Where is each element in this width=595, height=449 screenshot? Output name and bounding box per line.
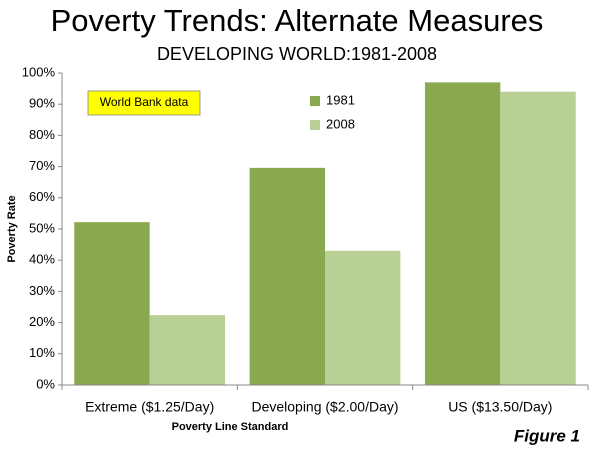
y-tick-label: 50% [29, 220, 55, 235]
bar [149, 315, 226, 385]
chart-subtitle: DEVELOPING WORLD:1981-2008 [157, 44, 437, 64]
y-tick-label: 20% [29, 314, 55, 329]
y-tick-label: 30% [29, 283, 55, 298]
y-tick-label: 100% [22, 64, 56, 79]
bar [325, 250, 401, 385]
y-tick-label: 90% [29, 96, 55, 111]
x-tick-label: Developing ($2.00/Day) [251, 399, 398, 415]
y-tick-label: 70% [29, 158, 55, 173]
y-axis-title: Poverty Rate [6, 195, 18, 262]
y-tick-label: 60% [29, 189, 55, 204]
bar [74, 222, 150, 385]
legend-label: 2008 [326, 116, 355, 131]
y-tick-label: 0% [36, 376, 55, 391]
y-tick-label: 40% [29, 252, 55, 267]
annotation: World Bank data [100, 95, 189, 109]
annotation-box [87, 90, 201, 116]
bar [249, 167, 325, 385]
x-tick-label: Extreme ($1.25/Day) [85, 399, 214, 415]
y-tick-label: 10% [29, 345, 55, 360]
x-tick-label: US ($13.50/Day) [448, 399, 552, 415]
y-tick-label: 80% [29, 127, 55, 142]
x-axis-title: Poverty Line Standard [172, 421, 289, 433]
chart-title: Poverty Trends: Alternate Measures [51, 3, 544, 38]
figure-label: Figure 1 [514, 426, 580, 445]
legend-swatch [310, 120, 320, 130]
legend-swatch [310, 96, 320, 106]
legend-label: 1981 [326, 92, 355, 107]
bar [424, 82, 501, 386]
bar [500, 91, 576, 385]
